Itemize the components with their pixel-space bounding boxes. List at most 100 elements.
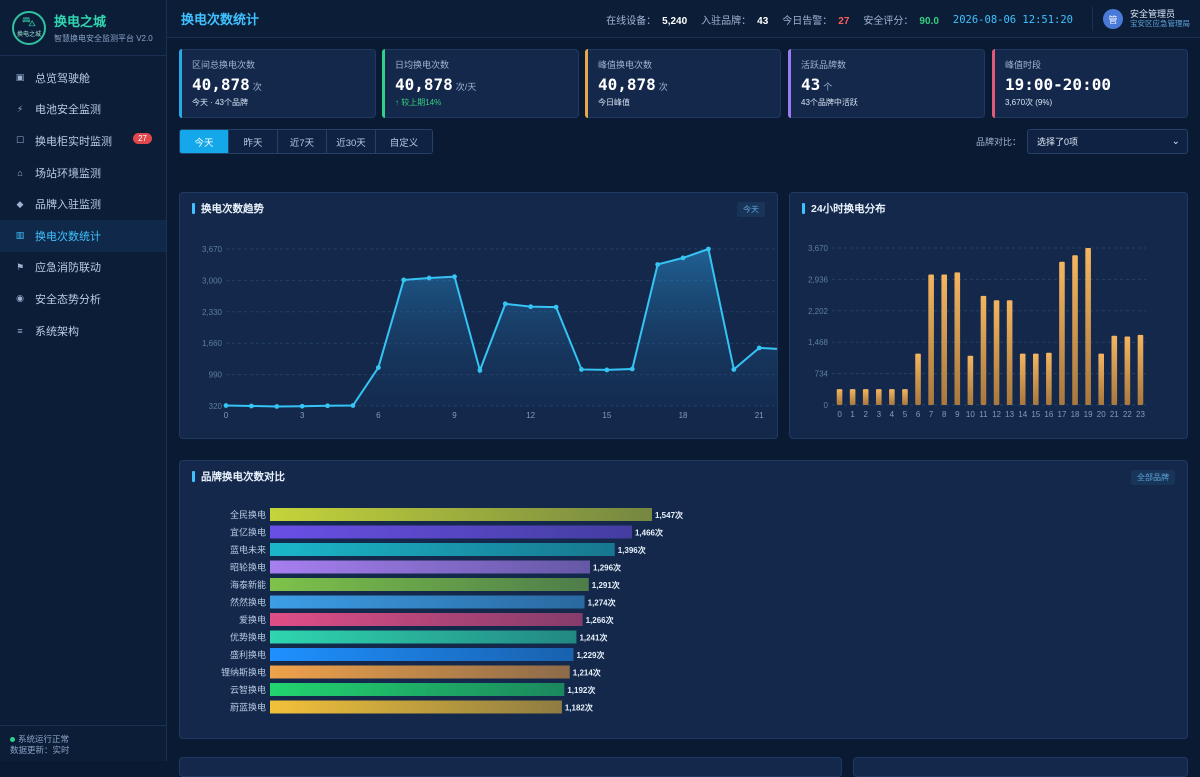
tab-yesterday[interactable]: 昨天 [229, 130, 278, 153]
sidebar-item-label: 系统架构 [35, 325, 79, 338]
user-menu[interactable]: 管 安全管理员 宝安区应急管理局 [1092, 7, 1190, 31]
hourly-bar [967, 355, 974, 405]
brand-compare-select[interactable]: 选择了0项 ⌄ [1027, 129, 1188, 154]
x-tick-label: 6 [376, 411, 381, 420]
x-tick-label: 8 [942, 410, 947, 419]
hourly-bar [849, 389, 856, 405]
tab-last-30-days[interactable]: 近30天 [327, 130, 376, 153]
brand-bar [270, 595, 585, 609]
online-devices: 在线设备： 5,240 [606, 16, 688, 27]
brand-panel-title: 品牌换电次数对比 [201, 470, 285, 483]
stat-label: 活跃品牌数 [801, 60, 847, 70]
tab-last-7-days[interactable]: 近7天 [278, 130, 327, 153]
brand-label: 云智换电 [230, 684, 266, 695]
trend-point [680, 255, 686, 261]
sidebar-item-home[interactable]: ⌂ 场站环境监测 [0, 157, 166, 189]
brand-label: 优势换电 [230, 632, 266, 643]
trend-point [223, 403, 229, 408]
x-tick-label: 22 [1123, 410, 1132, 419]
brand-bar [270, 543, 615, 556]
sidebar-item-dashboard[interactable]: ▣ 总览驾驶舱 [0, 62, 166, 94]
x-tick-label: 14 [1018, 410, 1027, 419]
brand-panel-tag[interactable]: 全部品牌 [1131, 470, 1175, 485]
trend-point [655, 262, 661, 267]
brand-label: 蓝电未来 [230, 544, 266, 555]
sidebar-item-diamond[interactable]: ◆ 品牌入驻监测 [0, 188, 166, 220]
stat-value: 40,878 次 [598, 75, 668, 94]
trend-point [528, 304, 534, 310]
trend-area [226, 249, 777, 407]
safety-score: 安全评分： 90.0 [863, 16, 939, 27]
y-tick-label: 3,000 [202, 276, 223, 285]
brand-value-label: 1,182次 [565, 703, 593, 713]
x-tick-label: 21 [755, 411, 764, 420]
brand-count: 入驻品牌： 43 [701, 16, 769, 27]
hourly-bar [1046, 352, 1052, 405]
x-tick-label: 20 [1097, 410, 1106, 419]
brand-value-label: 1,266次 [586, 615, 614, 625]
stat-card-total: 区间总换电次数 40,878 次 今天 · 43个品牌 [179, 49, 376, 118]
radar-icon: ◉ [16, 293, 24, 304]
brand-bar [270, 630, 577, 644]
brand-value-label: 1,466次 [635, 528, 663, 538]
sidebar-item-cabinet[interactable]: ☐ 换电柜实时监测 27 [0, 125, 166, 157]
sidebar-item-label: 品牌入驻监测 [35, 199, 101, 212]
trend-point [274, 404, 280, 409]
x-tick-label: 3 [300, 411, 305, 420]
status-dot-icon [10, 737, 15, 742]
tab-today[interactable]: 今天 [180, 130, 229, 153]
x-tick-label: 1 [850, 410, 855, 419]
app-logo: ⛍ 换电之城 换电之城 智慧换电安全监测平台 V2.0 [0, 0, 166, 56]
x-tick-label: 0 [837, 410, 842, 419]
hourly-bar [836, 389, 843, 405]
trend-point [452, 274, 457, 280]
x-tick-label: 2 [863, 410, 868, 419]
header-stats: 在线设备： 5,240 入驻品牌： 43 今日告警： 27 安全评分： 90.0 202… [592, 12, 1073, 28]
sidebar-item-label: 换电次数统计 [35, 230, 101, 243]
y-tick-label: 3,670 [202, 245, 223, 254]
x-tick-label: 13 [1005, 410, 1014, 419]
brand-bar [270, 665, 570, 679]
y-tick-label: 734 [815, 370, 829, 379]
next-panel-left [179, 757, 842, 777]
brand-label: 昭轮换电 [230, 562, 266, 573]
hourly-panel: 24小时换电分布 0 734 1,468 2,202 2,936 3,670 0 1 2 3 4 5 6… [789, 192, 1188, 439]
app-subtitle: 智慧换电安全监测平台 V2.0 [54, 34, 153, 43]
sidebar-item-chart[interactable]: ▥ 换电次数统计 [0, 219, 166, 252]
sidebar-item-menu[interactable]: ≡ 系统架构 [0, 315, 166, 347]
brand-bar [270, 525, 632, 539]
hourly-bar [1006, 300, 1013, 405]
x-tick-label: 6 [916, 410, 921, 419]
chart-icon: ▥ [15, 230, 25, 241]
x-tick-label: 11 [979, 410, 988, 419]
trend-point [248, 403, 254, 409]
stat-card-peak: 峰值换电次数 40,878 次 今日峰值 [585, 49, 781, 118]
brand-bar [270, 578, 589, 591]
stat-value: 40,878 次 [192, 75, 262, 94]
brand-bar [270, 508, 652, 521]
sidebar-item-lightning[interactable]: ⚡ 电池安全监测 [0, 94, 166, 126]
sidebar-item-radar[interactable]: ◉ 安全态势分析 [0, 283, 166, 315]
hourly-bar [1098, 353, 1105, 405]
trend-panel-tag[interactable]: 今天 [737, 202, 765, 217]
hourly-bar [980, 295, 987, 405]
x-tick-label: 12 [526, 411, 535, 420]
update-text: 数据更新：实时 [10, 745, 70, 755]
trend-point [350, 403, 356, 408]
hourly-bar [1019, 353, 1026, 405]
stat-note: 43个品牌中活跃 [801, 98, 858, 107]
trend-point [299, 403, 305, 409]
diamond-icon: ◆ [16, 198, 24, 209]
brand-bar [270, 683, 565, 696]
sidebar-item-flag[interactable]: ⚑ 应急消防联动 [0, 252, 166, 284]
hourly-panel-title: 24小时换电分布 [811, 202, 886, 215]
trend-point [579, 367, 584, 372]
scooter-logo-icon: ⛍ 换电之城 [12, 10, 46, 45]
brand-value-label: 1,291次 [592, 580, 620, 590]
avatar[interactable]: 管 [1103, 9, 1123, 29]
tab-custom[interactable]: 自定义 [376, 130, 432, 153]
hourly-bar [1032, 353, 1039, 405]
brand-compare: 品牌对比： 选择了0项 ⌄ [976, 129, 1188, 154]
x-tick-label: 17 [1058, 410, 1067, 419]
status-text: 系统运行正常 [18, 734, 70, 744]
